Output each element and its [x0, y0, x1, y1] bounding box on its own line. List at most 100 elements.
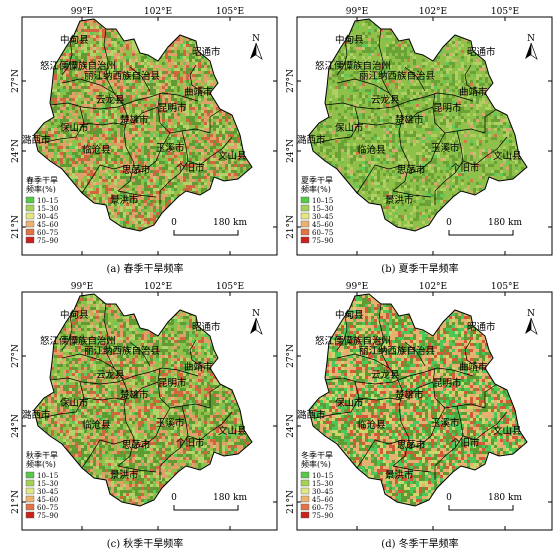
raster-cell [129, 179, 132, 182]
raster-cell [69, 53, 72, 56]
raster-cell [162, 71, 165, 74]
raster-cell [338, 83, 341, 86]
raster-cell [413, 173, 416, 176]
raster-cell [63, 337, 66, 340]
raster-cell [138, 367, 141, 370]
raster-cell [476, 116, 479, 119]
raster-cell [392, 62, 395, 65]
raster-cell [404, 182, 407, 185]
raster-cell [36, 131, 39, 134]
raster-cell [126, 146, 129, 149]
raster-cell [204, 334, 207, 337]
raster-cell [93, 152, 96, 155]
raster-cell [431, 146, 434, 149]
raster-cell [180, 137, 183, 140]
raster-cell [323, 158, 326, 161]
raster-cell [51, 140, 54, 143]
raster-cell [51, 92, 54, 95]
raster-cell [129, 361, 132, 364]
raster-cell [168, 176, 171, 179]
raster-cell [329, 101, 332, 104]
raster-cell [93, 110, 96, 113]
raster-cell [108, 325, 111, 328]
raster-cell [138, 212, 141, 215]
raster-cell [168, 104, 171, 107]
raster-cell [479, 164, 482, 167]
raster-cell [389, 59, 392, 62]
raster-cell [114, 146, 117, 149]
map-frame [21, 16, 278, 256]
raster-cell [365, 161, 368, 164]
raster-cell [165, 343, 168, 346]
raster-cell [443, 146, 446, 149]
raster-cell [141, 161, 144, 164]
raster-cell [186, 316, 189, 319]
raster-cell [114, 322, 117, 325]
raster-cell [78, 301, 81, 304]
raster-cell [90, 140, 93, 143]
map-panel: 99°E 102°E 105°E 27°N 24°N 21°N 中甸县 怒江傈僳族自治州 丽江纳… [10, 5, 280, 275]
raster-cell [371, 89, 374, 92]
scale-bar: 0 180 km [446, 218, 522, 236]
raster-cell [141, 122, 144, 125]
raster-cell [63, 89, 66, 92]
raster-cell [425, 104, 428, 107]
raster-cell [428, 59, 431, 62]
raster-cell [108, 349, 111, 352]
raster-cell [359, 176, 362, 179]
raster-cell [78, 131, 81, 134]
raster-cell [108, 304, 111, 307]
raster-cell [485, 173, 488, 176]
raster-cell [398, 161, 401, 164]
raster-cell [386, 194, 389, 197]
raster-cell [54, 89, 57, 92]
raster-cell [479, 101, 482, 104]
raster-cell [356, 131, 359, 134]
raster-cell [87, 334, 90, 337]
raster-cell [201, 155, 204, 158]
raster-cell [425, 176, 428, 179]
raster-cell [329, 155, 332, 158]
raster-cell [111, 206, 114, 209]
raster-cell [329, 113, 332, 116]
raster-cell [114, 340, 117, 343]
raster-cell [329, 86, 332, 89]
raster-cell [192, 74, 195, 77]
raster-cell [135, 89, 138, 92]
place-label: 景洪市 [385, 194, 414, 206]
north-arrow-light [255, 42, 263, 60]
raster-cell [386, 98, 389, 101]
raster-cell [210, 352, 213, 355]
raster-cell [108, 110, 111, 113]
raster-cell [416, 197, 419, 200]
raster-cell [108, 107, 111, 110]
raster-cell [237, 164, 240, 167]
raster-cell [60, 89, 63, 92]
raster-cell [123, 185, 126, 188]
raster-cell [159, 89, 162, 92]
raster-cell [458, 113, 461, 116]
raster-cell [105, 152, 108, 155]
raster-cell [192, 355, 195, 358]
raster-cell [96, 122, 99, 125]
raster-cell [383, 80, 386, 83]
raster-cell [66, 137, 69, 140]
raster-cell [84, 349, 87, 352]
raster-cell [422, 173, 425, 176]
raster-cell [171, 80, 174, 83]
raster-cell [162, 340, 165, 343]
raster-cell [126, 104, 129, 107]
raster-cell [72, 131, 75, 134]
raster-cell [201, 98, 204, 101]
raster-cell [479, 182, 482, 185]
district-boundary [392, 102, 410, 192]
raster-cell [201, 128, 204, 131]
raster-cell [419, 176, 422, 179]
raster-cell [147, 215, 150, 218]
raster-cell [401, 41, 404, 44]
raster-cell [198, 62, 201, 65]
raster-cell [207, 349, 210, 352]
raster-cell [102, 343, 105, 346]
raster-cell [120, 83, 123, 86]
raster-cell [81, 29, 84, 32]
